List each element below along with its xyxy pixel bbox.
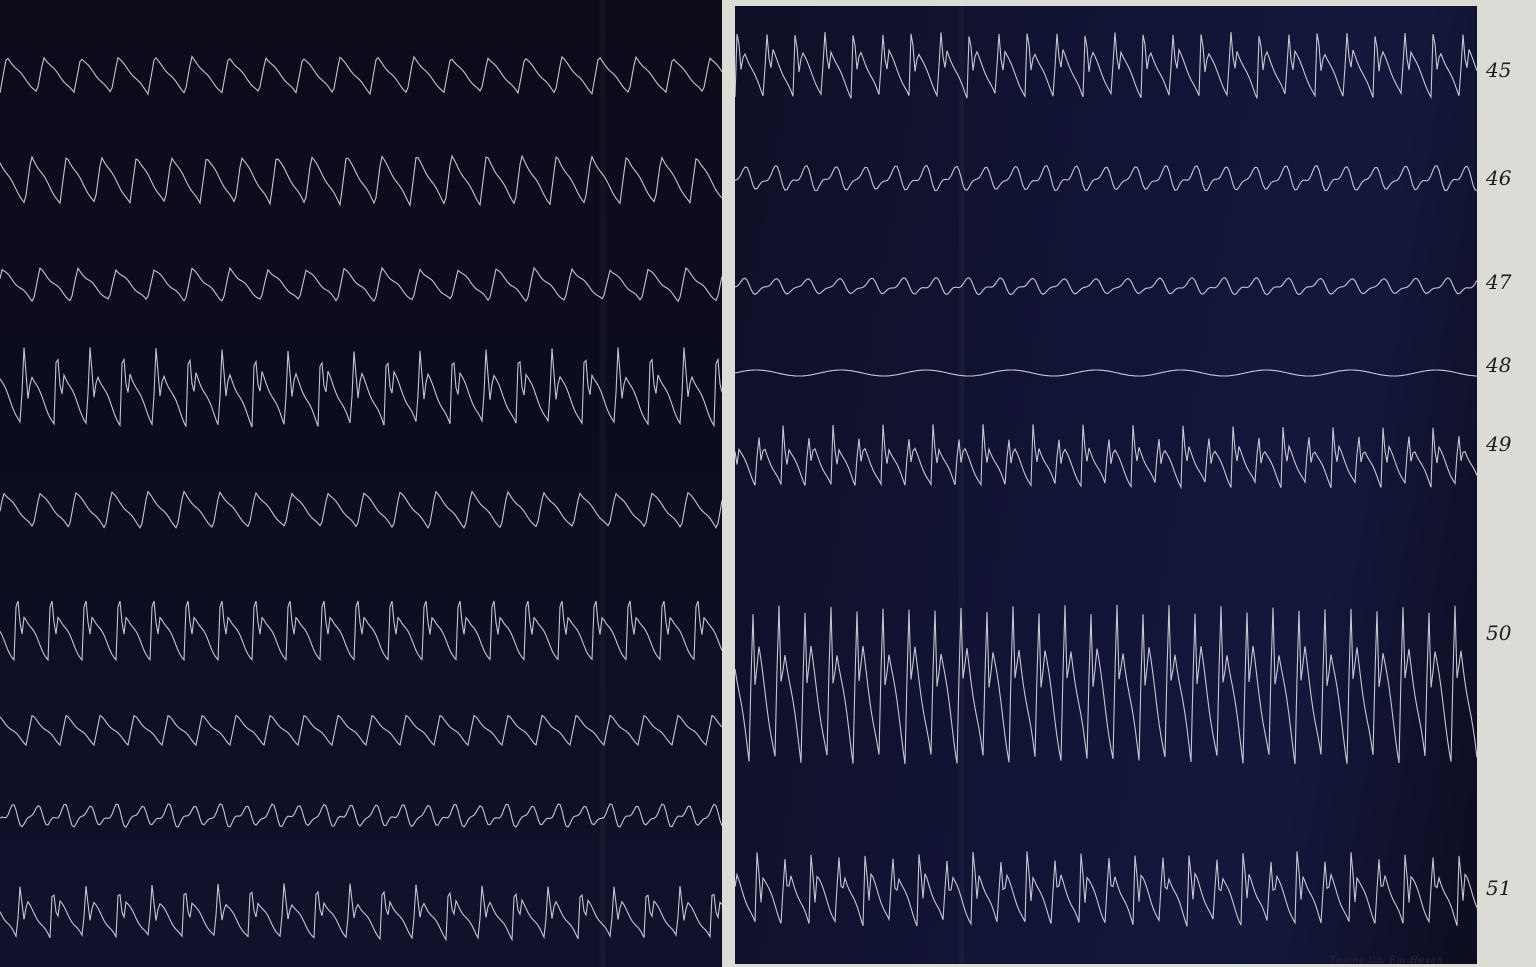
paper-fold (957, 6, 967, 964)
trace-left-7 (0, 714, 722, 747)
paper-fold (598, 0, 608, 967)
trace-right-49 (735, 424, 1477, 490)
trace-left-6 (0, 600, 722, 662)
trace-left-5 (0, 490, 722, 529)
row-label-49: 49 (1486, 432, 1512, 456)
lithographer-credit: Tesine lit. Fm Hesen (1330, 956, 1444, 966)
trace-right-46 (735, 165, 1477, 192)
trace-right-50 (735, 604, 1477, 765)
trace-left-1 (0, 55, 722, 96)
row-label-46: 46 (1486, 166, 1512, 190)
row-label-45: 45 (1486, 58, 1512, 82)
right-plate (735, 6, 1477, 964)
right-traces (735, 32, 1477, 927)
trace-left-3 (0, 266, 722, 303)
row-label-51: 51 (1486, 876, 1512, 900)
trace-left-2 (0, 154, 722, 207)
trace-right-51 (735, 851, 1477, 927)
trace-left-9 (0, 883, 722, 942)
trace-right-48 (735, 369, 1477, 377)
trace-right-45 (735, 32, 1477, 100)
trace-left-4 (0, 347, 722, 428)
left-traces (0, 55, 722, 942)
row-label-50: 50 (1486, 621, 1512, 645)
trace-right-47 (735, 277, 1477, 296)
trace-left-8 (0, 803, 722, 828)
left-plate (0, 0, 722, 967)
row-label-48: 48 (1486, 353, 1512, 377)
row-label-47: 47 (1486, 270, 1512, 294)
